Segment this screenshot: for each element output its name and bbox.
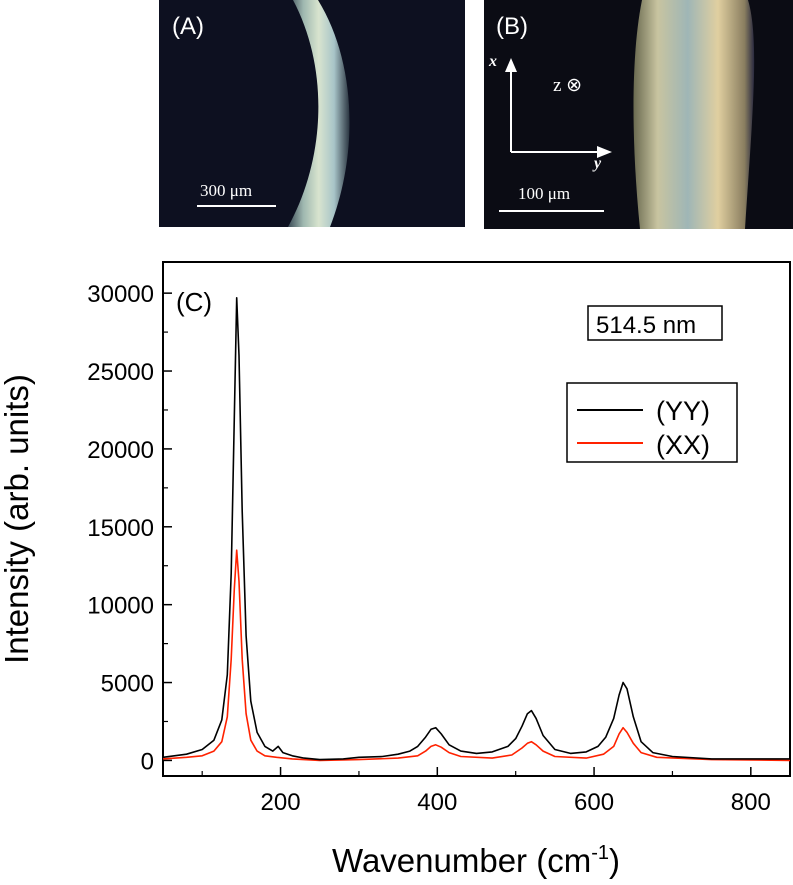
- axis-z-label: z ⊗: [553, 75, 582, 96]
- x-ticks: 200 400 600 800: [201, 767, 771, 816]
- legend-box: [566, 382, 738, 463]
- micrograph-a: (A) 300 μm: [159, 0, 465, 227]
- micrograph-b: (B) x y z ⊗ 100 μm: [484, 0, 793, 229]
- y-ticks: 0 5000 10000 15000 20000 25000 30000: [87, 281, 172, 775]
- panel-b-label: (B): [496, 13, 528, 40]
- axes-indicator: x y z ⊗: [488, 53, 612, 172]
- wavelength-box: [587, 305, 723, 341]
- panel-a-label: (A): [172, 13, 204, 40]
- legend-label-xx: (XX): [656, 430, 710, 460]
- series-layer: [162, 296, 791, 762]
- panel-c-label: (C): [176, 287, 212, 317]
- scalebar-b-label: 100 μm: [518, 184, 570, 203]
- y-tick-label: 25000: [87, 359, 154, 386]
- series-line-0: [162, 296, 790, 761]
- x-tick-label: 400: [417, 789, 457, 816]
- x-tick-label: 600: [574, 789, 614, 816]
- x-tick-label: 200: [261, 789, 301, 816]
- y-tick-label: 30000: [87, 281, 154, 308]
- legend-label-yy: (YY): [656, 396, 710, 426]
- x-tick-label: 800: [731, 789, 771, 816]
- wavelength-annotation: 514.5 nm: [596, 312, 696, 339]
- y-axis-label: Intensity (arb. units): [0, 374, 35, 664]
- series-line-1: [162, 549, 791, 762]
- legend: (YY) (XX): [566, 382, 738, 463]
- axis-y-label: y: [592, 155, 602, 172]
- scalebar-a-label: 300 μm: [200, 181, 252, 200]
- raman-chart: 200 400 600 800 0 5000 10000 15000 20000 25000 30…: [0, 261, 791, 879]
- axis-x-label: x: [488, 53, 497, 70]
- plot-frame: [162, 261, 791, 777]
- y-tick-label: 15000: [87, 515, 154, 542]
- y-tick-label: 20000: [87, 437, 154, 464]
- y-tick-label: 10000: [87, 593, 154, 620]
- x-axis-label: Wavenumber (cm-1): [332, 842, 620, 879]
- y-tick-label: 0: [141, 748, 154, 775]
- y-tick-label: 5000: [101, 671, 154, 698]
